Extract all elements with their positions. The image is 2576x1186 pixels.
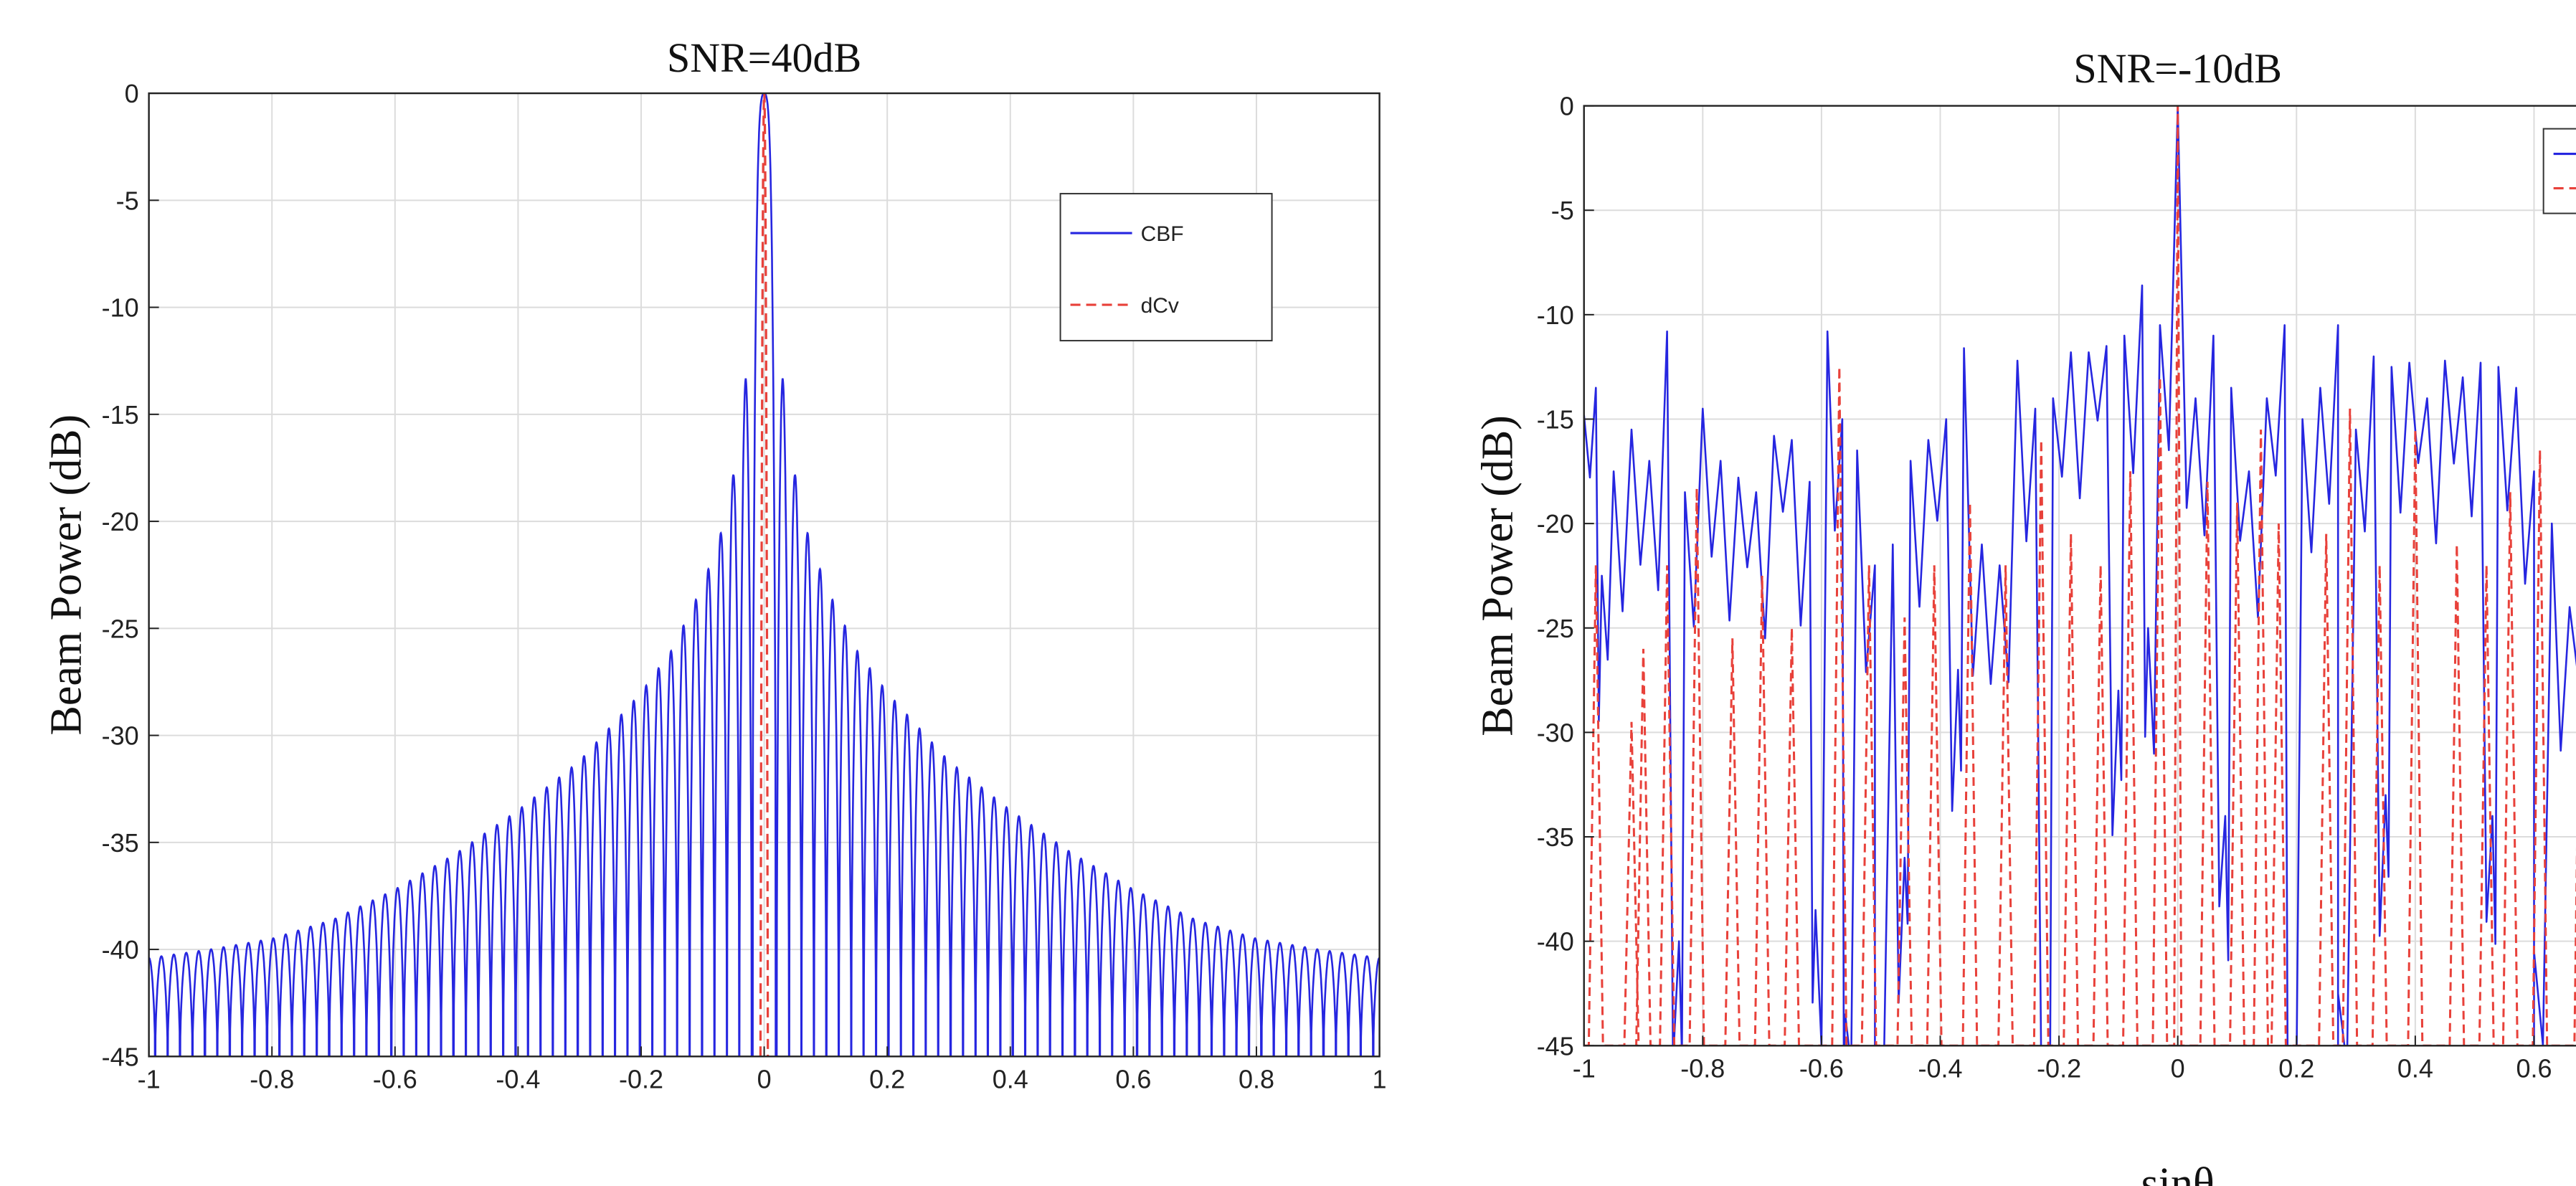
y-tick-label: -35	[102, 828, 139, 858]
y-tick-label: -20	[102, 507, 139, 536]
y-tick-label: -25	[1537, 614, 1574, 643]
x-tick-label: -0.2	[619, 1064, 663, 1094]
x-tick-label: -1	[1573, 1053, 1596, 1083]
legend-label-dcv: dCv	[1141, 294, 1179, 318]
grid-lines	[148, 93, 1380, 1057]
y-tick-label: -25	[102, 614, 139, 643]
x-tick-label: 0.4	[2397, 1053, 2433, 1083]
y-tick-label: -5	[1551, 196, 1574, 225]
x-tick-label: 0.4	[993, 1064, 1028, 1094]
x-tick-label: -0.6	[1799, 1053, 1844, 1083]
x-tick-label: 0	[757, 1064, 772, 1094]
y-tick-label: -10	[1537, 300, 1574, 330]
legend-box	[2542, 128, 2576, 214]
x-tick-label: -0.8	[1680, 1053, 1725, 1083]
y-axis-label: Beam Power (dB)	[1474, 415, 1523, 736]
x-tick-label: -1	[138, 1064, 161, 1094]
y-axis-label: Beam Power (dB)	[42, 414, 91, 736]
x-tick-label: -0.4	[1918, 1053, 1962, 1083]
x-tick-label: -0.8	[250, 1064, 294, 1094]
x-tick-label: 0.2	[869, 1064, 905, 1094]
plot-area	[1583, 105, 2576, 1046]
y-tick-label: -10	[102, 293, 139, 323]
chart-title: SNR=40dB	[667, 34, 861, 81]
y-tick-label: -30	[102, 721, 139, 751]
tick-labels: -1-0.8-0.6-0.4-0.200.20.40.60.810-5-10-1…	[1537, 92, 2552, 1083]
chart-panel-2: -1-0.8-0.6-0.4-0.200.20.40.60.810-5-10-1…	[1474, 45, 2576, 1186]
legend-box	[1059, 193, 1273, 342]
x-tick-label: 1	[1373, 1064, 1387, 1094]
tick-labels: -1 -0.8 -0.6 -0.4 -0.2 0 0.2 0.4 0.6 0.8 1 0 -5 -10 -1…	[102, 79, 1387, 1094]
y-tick-label: -40	[1537, 927, 1574, 957]
series-dcv-line	[1583, 105, 2576, 1046]
chart-title: SNR=-10dB	[2073, 45, 2282, 92]
series-cbf-line	[1583, 105, 2576, 1046]
x-tick-label: 0.6	[2516, 1053, 2552, 1083]
y-tick-label: -15	[1537, 404, 1574, 434]
y-tick-label: -30	[1537, 718, 1574, 747]
x-tick-label: 0.6	[1115, 1064, 1151, 1094]
legend-label-cbf: CBF	[1141, 222, 1184, 246]
y-tick-label: 0	[1560, 92, 1574, 121]
x-axis-label: sinθ	[2141, 1159, 2215, 1186]
legend: CBF dCv	[1059, 193, 1273, 342]
x-tick-label: -0.6	[373, 1064, 417, 1094]
x-tick-label: -0.4	[496, 1064, 540, 1094]
x-tick-label: -0.2	[2037, 1053, 2081, 1083]
y-tick-label: -15	[102, 400, 139, 430]
x-tick-label: 0.8	[1239, 1064, 1274, 1094]
y-tick-label: -5	[116, 186, 139, 215]
y-tick-label: -40	[102, 935, 139, 964]
y-tick-label: -45	[102, 1042, 139, 1071]
y-tick-label: 0	[125, 79, 139, 108]
y-tick-label: -20	[1537, 509, 1574, 539]
x-tick-label: 0.2	[2278, 1053, 2314, 1083]
x-tick-label: 0	[2171, 1053, 2185, 1083]
x-axis-label: sinθ	[728, 1181, 801, 1186]
y-tick-label: -45	[1537, 1031, 1574, 1061]
y-tick-label: -35	[1537, 822, 1574, 852]
chart-panel-1: -1 -0.8 -0.6 -0.4 -0.2 0 0.2 0.4 0.6 0.8 1 0 -5 -10 -1…	[42, 34, 1387, 1186]
